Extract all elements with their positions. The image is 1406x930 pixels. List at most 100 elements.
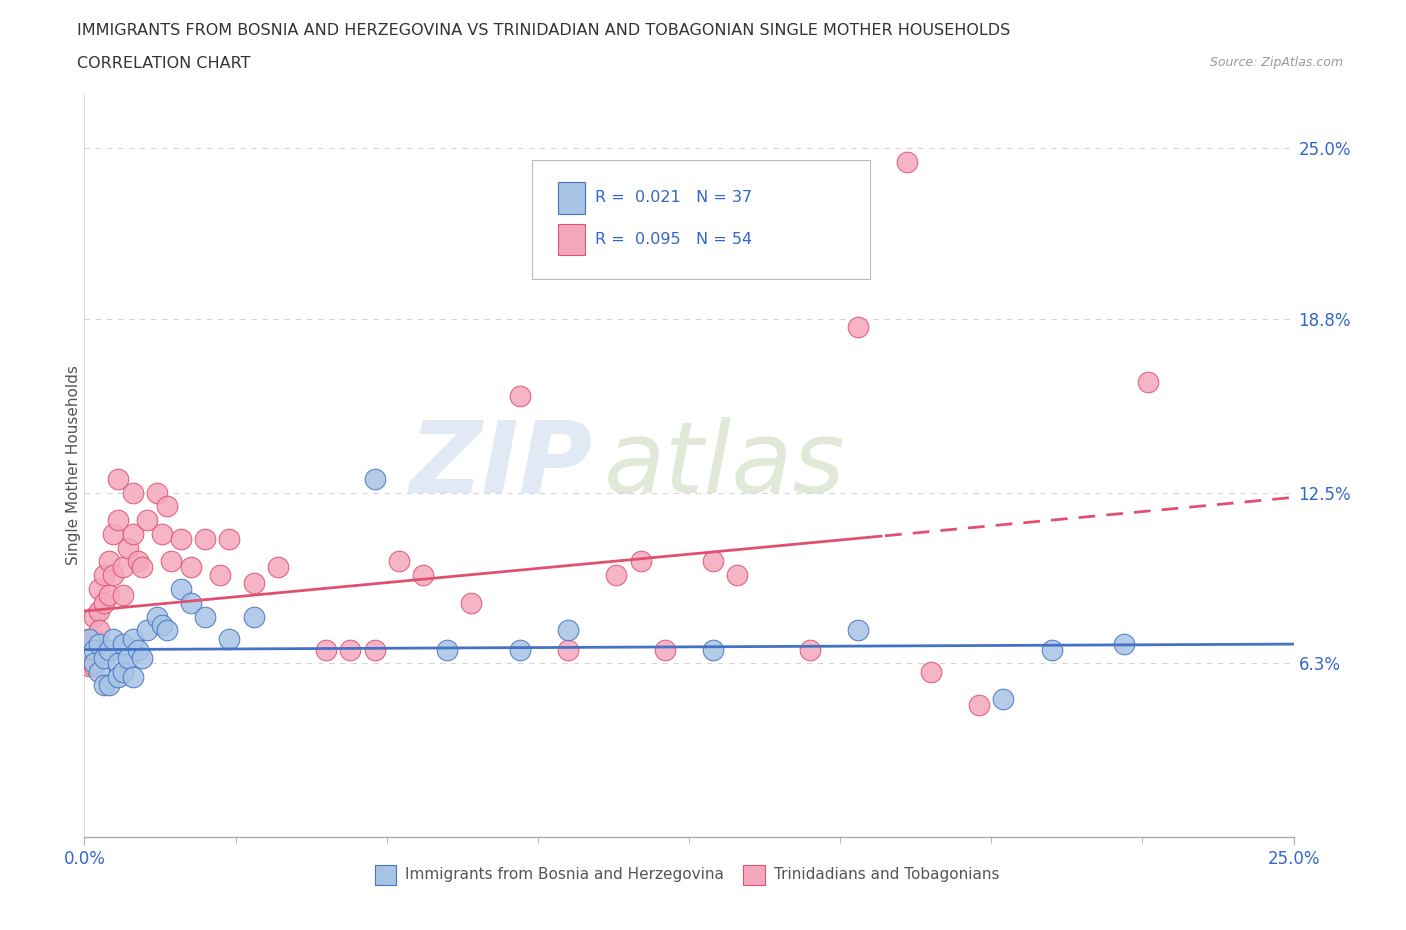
Point	[87, 637, 110, 652]
Point	[77, 631, 100, 646]
Point	[146, 485, 169, 500]
Point	[87, 604, 110, 618]
Text: Trinidadians and Tobagonians: Trinidadians and Tobagonians	[773, 868, 1000, 883]
Point	[799, 643, 821, 658]
Point	[83, 656, 105, 671]
Point	[107, 512, 129, 527]
Point	[83, 609, 105, 624]
Point	[117, 650, 139, 665]
Point	[107, 656, 129, 671]
Point	[920, 664, 942, 679]
Point	[83, 643, 105, 658]
Point	[242, 576, 264, 591]
Point	[170, 532, 193, 547]
Point	[242, 609, 264, 624]
Point	[150, 526, 173, 541]
Point	[93, 678, 115, 693]
Point	[117, 540, 139, 555]
Bar	[558, 224, 585, 255]
Point	[93, 595, 115, 610]
Point	[97, 643, 120, 658]
Point	[557, 623, 579, 638]
Text: ZIP: ZIP	[409, 417, 592, 513]
Point	[1114, 637, 1136, 652]
Point	[654, 643, 676, 658]
Point	[150, 618, 173, 632]
Point	[97, 554, 120, 569]
Point	[363, 643, 385, 658]
Point	[131, 560, 153, 575]
Point	[967, 698, 990, 712]
Point	[127, 554, 149, 569]
Point	[218, 532, 240, 547]
Point	[412, 568, 434, 583]
Text: IMMIGRANTS FROM BOSNIA AND HERZEGOVINA VS TRINIDADIAN AND TOBAGONIAN SINGLE MOTH: IMMIGRANTS FROM BOSNIA AND HERZEGOVINA V…	[77, 23, 1011, 38]
Point	[112, 587, 135, 602]
Point	[846, 623, 869, 638]
Point	[83, 631, 105, 646]
Point	[509, 643, 531, 658]
Point	[103, 526, 125, 541]
Bar	[744, 865, 765, 885]
Point	[605, 568, 627, 583]
Point	[208, 568, 231, 583]
Point	[103, 631, 125, 646]
Text: CORRELATION CHART: CORRELATION CHART	[77, 56, 250, 71]
Point	[103, 568, 125, 583]
Point	[436, 643, 458, 658]
FancyBboxPatch shape	[531, 160, 870, 279]
Point	[194, 609, 217, 624]
Point	[107, 670, 129, 684]
Point	[87, 623, 110, 638]
Point	[112, 560, 135, 575]
Point	[93, 650, 115, 665]
Point	[155, 623, 177, 638]
Point	[136, 623, 159, 638]
Point	[77, 658, 100, 673]
Text: atlas: atlas	[605, 417, 846, 513]
Point	[218, 631, 240, 646]
Point	[339, 643, 361, 658]
Point	[136, 512, 159, 527]
Point	[121, 670, 143, 684]
Point	[112, 637, 135, 652]
Text: Source: ZipAtlas.com: Source: ZipAtlas.com	[1209, 56, 1343, 69]
Point	[121, 631, 143, 646]
Point	[160, 554, 183, 569]
Text: Immigrants from Bosnia and Herzegovina: Immigrants from Bosnia and Herzegovina	[405, 868, 724, 883]
Point	[557, 643, 579, 658]
Point	[131, 650, 153, 665]
Point	[77, 631, 100, 646]
Point	[155, 498, 177, 513]
Point	[896, 154, 918, 169]
Y-axis label: Single Mother Households: Single Mother Households	[66, 365, 80, 565]
Point	[267, 560, 290, 575]
Point	[460, 595, 482, 610]
Point	[315, 643, 337, 658]
Point	[87, 664, 110, 679]
Point	[127, 643, 149, 658]
Text: R =  0.021   N = 37: R = 0.021 N = 37	[595, 191, 752, 206]
Point	[725, 568, 748, 583]
Point	[509, 389, 531, 404]
Bar	[374, 865, 396, 885]
Point	[846, 320, 869, 335]
Point	[993, 692, 1015, 707]
Point	[146, 609, 169, 624]
Point	[180, 595, 202, 610]
Point	[702, 554, 724, 569]
Point	[180, 560, 202, 575]
Point	[83, 658, 105, 673]
Point	[121, 485, 143, 500]
Point	[1137, 375, 1160, 390]
Point	[112, 664, 135, 679]
Point	[1040, 643, 1063, 658]
Point	[97, 587, 120, 602]
Point	[170, 581, 193, 596]
Point	[630, 554, 652, 569]
Bar	[558, 182, 585, 214]
Point	[121, 526, 143, 541]
Point	[702, 643, 724, 658]
Point	[194, 532, 217, 547]
Point	[87, 581, 110, 596]
